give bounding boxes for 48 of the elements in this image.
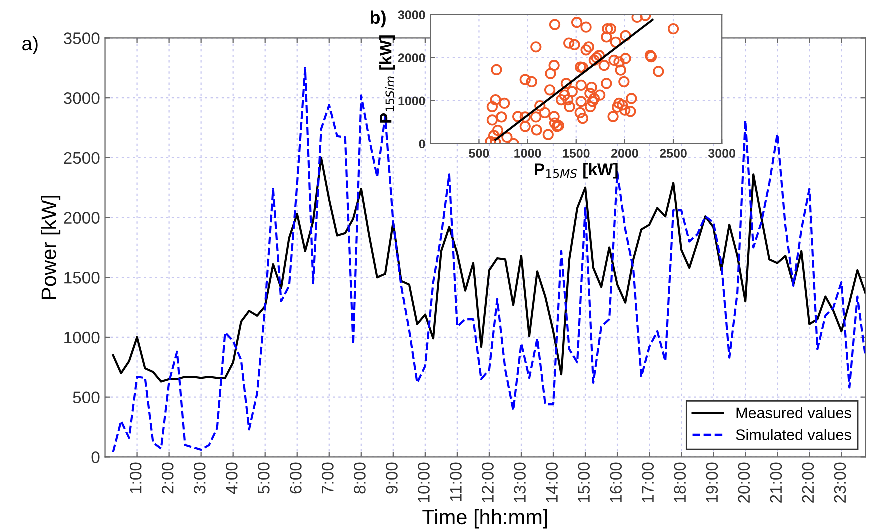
y-tick-label: 0 xyxy=(92,452,100,464)
y-tick-label: 1500 xyxy=(64,272,100,284)
x-tick-label: 1000 xyxy=(514,149,542,158)
text: a) xyxy=(22,36,38,54)
x-tick-label: 3:00 xyxy=(194,462,206,494)
y-tick-label: 1000 xyxy=(64,332,100,344)
x-tick-label: 22:00 xyxy=(802,462,814,503)
x-tick-label: 20:00 xyxy=(738,462,750,503)
x-tick-label: 21:00 xyxy=(770,462,782,503)
y-tick-label: 3500 xyxy=(64,32,100,44)
x-tick-label: 11:00 xyxy=(450,462,462,502)
y-tick-label: 1000 xyxy=(398,96,426,106)
x-tick-label: 9:00 xyxy=(386,462,398,494)
x-tick-label: 13:00 xyxy=(514,462,526,502)
x-tick-label: 2:00 xyxy=(162,462,174,494)
y-tick-label: 2000 xyxy=(64,212,100,224)
x-tick-label: 4:00 xyxy=(226,462,238,494)
x-tick-label: 2000 xyxy=(611,149,638,158)
x-tick-label: 19:00 xyxy=(706,462,718,502)
y-tick-label: 3000 xyxy=(398,10,426,20)
x-tick-label: 14:00 xyxy=(546,462,558,502)
text: b) xyxy=(370,10,386,28)
x-axis-title: P$_{15MS}$ [kW] xyxy=(535,163,618,179)
x-tick-label: 6:00 xyxy=(290,462,302,494)
x-tick-label: 15:00 xyxy=(578,462,590,502)
x-tick-label: 16:00 xyxy=(610,462,622,502)
x-tick-label: 12:00 xyxy=(482,462,494,502)
x-tick-label: 18:00 xyxy=(674,462,686,502)
x-tick-label: 1:00 xyxy=(130,462,142,494)
x-tick-label: 500 xyxy=(469,149,490,158)
y-tick-label: 500 xyxy=(73,392,100,404)
x-tick-label: 10:00 xyxy=(418,462,430,502)
x-tick-label: 23:00 xyxy=(834,462,846,503)
x-tick-label: 7:00 xyxy=(322,462,334,494)
y-tick-label: 3000 xyxy=(64,92,100,104)
y-axis-title: P$_{15Sim}$ [kW] xyxy=(380,36,396,123)
x-tick-label: 8:00 xyxy=(354,462,366,494)
legend-label: Measured values xyxy=(736,407,852,419)
x-tick-label: 5:00 xyxy=(258,462,270,494)
y-tick-label: 0 xyxy=(419,140,426,149)
y-axis-title: Power [kW] xyxy=(41,196,61,300)
x-axis-title: Time [hh:mm] xyxy=(422,509,548,529)
x-tick-label: 17:00 xyxy=(642,462,654,502)
x-tick-label: 2500 xyxy=(660,149,687,158)
legend-label: Simulated values xyxy=(736,429,852,440)
x-tick-label: 1500 xyxy=(563,149,590,158)
x-tick-label: 3000 xyxy=(708,149,736,158)
y-tick-label: 2000 xyxy=(398,54,426,63)
